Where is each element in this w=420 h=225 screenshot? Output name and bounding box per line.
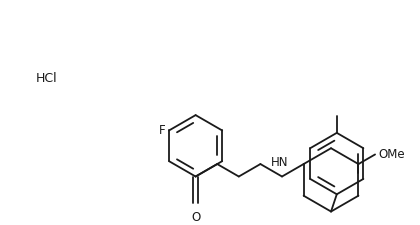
Text: F: F (159, 124, 165, 137)
Text: OMe: OMe (378, 148, 404, 161)
Text: HCl: HCl (35, 72, 57, 85)
Text: HN: HN (271, 156, 289, 169)
Text: O: O (191, 211, 200, 224)
